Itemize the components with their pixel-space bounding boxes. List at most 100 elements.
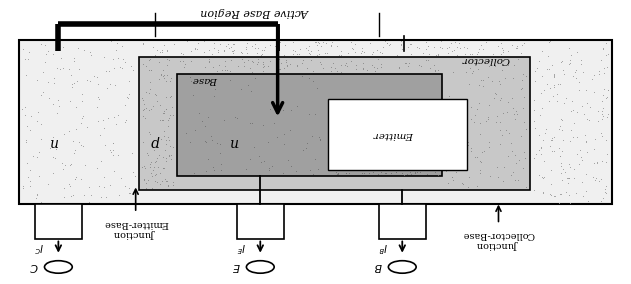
Point [483, 145, 493, 150]
Point [249, 145, 259, 149]
Point [162, 179, 172, 183]
Point [305, 51, 315, 56]
Point [155, 182, 165, 186]
Point [590, 137, 600, 141]
Text: $\mathit{C}$: $\mathit{C}$ [30, 261, 39, 273]
Point [531, 126, 541, 131]
Point [596, 57, 606, 62]
Point [584, 118, 594, 122]
Point [168, 180, 178, 184]
Point [603, 51, 613, 56]
Point [540, 131, 550, 135]
Circle shape [44, 261, 72, 273]
Point [69, 151, 79, 156]
Point [315, 137, 325, 141]
Point [48, 155, 58, 159]
Point [517, 43, 527, 47]
Point [483, 75, 493, 80]
Point [504, 63, 514, 68]
Point [297, 61, 307, 65]
Point [601, 138, 611, 142]
Point [215, 141, 225, 146]
Point [33, 110, 43, 114]
Point [92, 166, 102, 171]
Point [161, 78, 171, 83]
Point [537, 49, 547, 54]
Point [201, 168, 211, 173]
Point [307, 134, 317, 138]
Point [242, 40, 252, 45]
Point [341, 62, 351, 67]
Point [145, 132, 155, 137]
Point [312, 85, 322, 90]
Point [150, 92, 160, 97]
Point [279, 142, 289, 146]
Point [549, 193, 559, 198]
Point [268, 120, 278, 125]
Point [73, 46, 83, 51]
Point [43, 181, 53, 186]
Point [25, 183, 35, 188]
Point [107, 153, 117, 157]
Point [544, 99, 554, 103]
Point [274, 57, 285, 61]
Point [313, 40, 323, 44]
Point [265, 106, 275, 111]
Point [341, 171, 351, 176]
Point [148, 45, 158, 49]
Point [513, 56, 523, 61]
Point [144, 68, 154, 72]
Point [536, 145, 546, 150]
Circle shape [246, 261, 274, 273]
Point [599, 70, 609, 75]
Point [141, 90, 151, 95]
Point [541, 82, 551, 87]
Point [163, 134, 173, 139]
Point [164, 153, 174, 157]
Point [490, 64, 500, 68]
Point [22, 124, 32, 128]
Point [431, 53, 441, 58]
Point [446, 167, 456, 172]
Point [146, 160, 156, 164]
Point [105, 148, 115, 152]
Point [484, 140, 494, 144]
Point [519, 120, 529, 124]
Point [589, 160, 599, 165]
Point [272, 62, 282, 66]
Point [281, 63, 292, 68]
Point [69, 177, 80, 181]
Point [152, 155, 162, 160]
Point [98, 126, 109, 131]
Point [164, 154, 174, 158]
Point [402, 172, 412, 177]
Point [128, 170, 138, 174]
Point [343, 51, 353, 55]
Point [76, 120, 86, 125]
Point [199, 39, 209, 44]
Point [86, 193, 96, 198]
Point [78, 114, 88, 118]
Point [485, 174, 495, 178]
Point [247, 121, 257, 126]
Point [598, 105, 608, 110]
Point [112, 56, 122, 60]
Point [536, 90, 546, 95]
Point [430, 68, 440, 73]
Point [302, 66, 312, 70]
Point [103, 116, 114, 120]
Point [105, 149, 115, 154]
Point [65, 184, 75, 188]
Point [474, 101, 484, 105]
Point [259, 64, 269, 68]
Point [593, 160, 603, 164]
Point [200, 65, 210, 70]
Point [589, 147, 599, 152]
Text: Emitter: Emitter [374, 130, 415, 139]
Point [148, 104, 158, 108]
Point [603, 87, 613, 92]
Point [64, 182, 74, 187]
Point [367, 52, 377, 57]
Point [316, 138, 326, 142]
Point [571, 76, 581, 80]
